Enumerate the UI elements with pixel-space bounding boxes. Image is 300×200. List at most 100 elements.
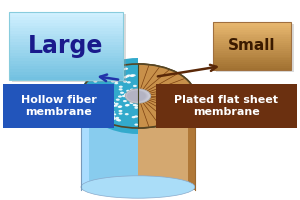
Wedge shape: [81, 58, 138, 134]
Ellipse shape: [122, 95, 126, 97]
Ellipse shape: [108, 101, 112, 103]
Ellipse shape: [118, 105, 122, 108]
Ellipse shape: [88, 102, 92, 104]
Ellipse shape: [95, 112, 99, 114]
Bar: [213, 39, 291, 41]
Ellipse shape: [104, 75, 108, 77]
Ellipse shape: [127, 81, 131, 83]
Ellipse shape: [112, 113, 116, 116]
Bar: [9, 26, 123, 28]
Bar: [9, 20, 123, 23]
Ellipse shape: [111, 105, 115, 107]
Ellipse shape: [88, 96, 92, 98]
Ellipse shape: [120, 92, 124, 94]
Ellipse shape: [111, 80, 115, 83]
Bar: [156, 84, 297, 128]
Ellipse shape: [132, 116, 136, 118]
Ellipse shape: [123, 100, 127, 102]
Ellipse shape: [126, 90, 149, 102]
Bar: [213, 30, 291, 32]
Bar: [9, 12, 123, 15]
Ellipse shape: [126, 90, 148, 102]
Ellipse shape: [125, 96, 129, 98]
Bar: [9, 39, 123, 42]
Ellipse shape: [121, 68, 125, 70]
Ellipse shape: [115, 103, 119, 105]
Bar: [213, 55, 291, 57]
Ellipse shape: [114, 80, 118, 83]
Bar: [9, 66, 123, 69]
Bar: [213, 47, 291, 49]
Ellipse shape: [92, 87, 96, 89]
Ellipse shape: [114, 82, 118, 84]
Ellipse shape: [118, 110, 122, 112]
Ellipse shape: [93, 110, 97, 112]
Ellipse shape: [111, 111, 115, 113]
Ellipse shape: [126, 89, 149, 103]
Bar: [216, 24, 294, 72]
Ellipse shape: [134, 115, 138, 118]
Ellipse shape: [102, 100, 106, 102]
Ellipse shape: [91, 89, 95, 91]
Ellipse shape: [124, 68, 128, 70]
Bar: [9, 75, 123, 77]
Text: Large: Large: [28, 34, 104, 58]
Ellipse shape: [97, 101, 101, 103]
Bar: [213, 45, 291, 47]
Bar: [9, 45, 123, 47]
Bar: [213, 64, 291, 66]
Bar: [9, 17, 123, 20]
Bar: [9, 31, 123, 34]
Bar: [213, 43, 291, 45]
Polygon shape: [81, 96, 88, 190]
Bar: [9, 23, 123, 26]
Ellipse shape: [133, 104, 137, 106]
Ellipse shape: [134, 124, 138, 126]
Ellipse shape: [90, 100, 94, 102]
Polygon shape: [81, 64, 138, 128]
Ellipse shape: [104, 99, 108, 102]
Ellipse shape: [126, 90, 148, 102]
Bar: [213, 34, 291, 35]
Ellipse shape: [118, 112, 122, 115]
Polygon shape: [188, 96, 195, 190]
Bar: [213, 28, 291, 30]
Ellipse shape: [115, 117, 119, 119]
Ellipse shape: [126, 90, 130, 92]
Polygon shape: [138, 64, 195, 128]
Ellipse shape: [127, 74, 131, 77]
Bar: [9, 58, 123, 61]
Ellipse shape: [91, 99, 95, 101]
Bar: [9, 34, 123, 36]
Ellipse shape: [116, 119, 120, 121]
Ellipse shape: [119, 71, 123, 73]
Ellipse shape: [125, 104, 129, 107]
Bar: [9, 53, 123, 56]
Bar: [9, 69, 123, 72]
Bar: [9, 47, 123, 50]
Ellipse shape: [90, 105, 94, 108]
Ellipse shape: [123, 76, 127, 78]
Ellipse shape: [118, 88, 123, 91]
Polygon shape: [138, 96, 195, 190]
Bar: [213, 35, 291, 37]
Ellipse shape: [81, 176, 195, 198]
Ellipse shape: [130, 75, 134, 77]
Ellipse shape: [93, 89, 97, 91]
Ellipse shape: [125, 75, 129, 78]
Ellipse shape: [94, 86, 98, 88]
Text: Small: Small: [228, 38, 276, 53]
Ellipse shape: [116, 99, 120, 101]
Ellipse shape: [123, 80, 127, 83]
Bar: [3, 84, 114, 128]
Ellipse shape: [111, 102, 115, 104]
Ellipse shape: [127, 91, 146, 101]
Ellipse shape: [127, 90, 147, 102]
Bar: [213, 49, 291, 51]
Ellipse shape: [134, 107, 138, 109]
Ellipse shape: [125, 89, 151, 103]
Bar: [9, 42, 123, 45]
Bar: [213, 58, 291, 60]
Bar: [213, 57, 291, 58]
Bar: [213, 24, 291, 26]
